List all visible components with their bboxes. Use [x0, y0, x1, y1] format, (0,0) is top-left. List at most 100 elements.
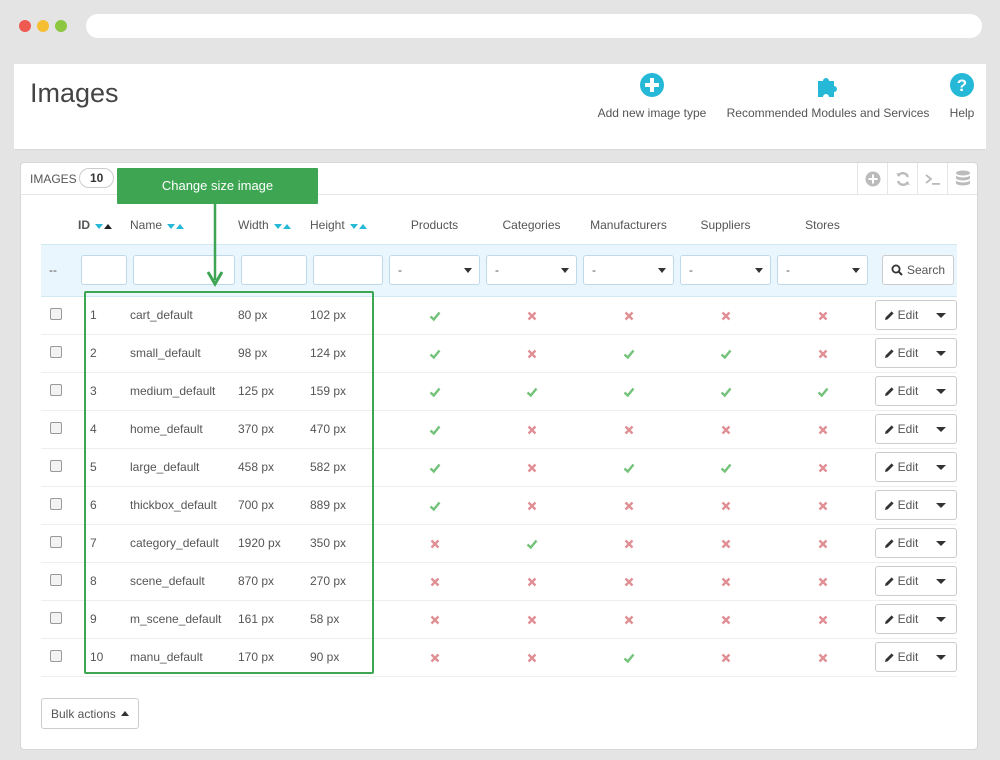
cell-suppliers[interactable] [677, 638, 774, 677]
edit-button[interactable]: Edit [876, 415, 926, 443]
table-row[interactable]: 7 category_default 1920 px 350 px Edit [41, 524, 957, 563]
sort-asc-icon[interactable] [358, 223, 367, 229]
stores-filter-select[interactable]: - [777, 255, 868, 285]
table-row[interactable]: 3 medium_default 125 px 159 px Edit [41, 372, 957, 411]
cell-stores[interactable] [774, 296, 871, 335]
edit-button[interactable]: Edit [876, 529, 926, 557]
row-actions-dropdown[interactable] [926, 643, 956, 671]
suppliers-filter-select[interactable]: - [680, 255, 771, 285]
sort-asc-icon[interactable] [104, 223, 112, 229]
cell-products[interactable] [386, 296, 483, 335]
cell-products[interactable] [386, 562, 483, 601]
table-row[interactable]: 5 large_default 458 px 582 px Edit [41, 448, 957, 487]
row-checkbox[interactable] [50, 383, 62, 396]
edit-button[interactable]: Edit [876, 491, 926, 519]
cell-products[interactable] [386, 372, 483, 411]
row-actions-dropdown[interactable] [926, 605, 956, 633]
cell-suppliers[interactable] [677, 562, 774, 601]
cell-manufacturers[interactable] [580, 410, 677, 449]
cell-stores[interactable] [774, 448, 871, 487]
row-checkbox[interactable] [50, 649, 62, 662]
cell-stores[interactable] [774, 524, 871, 563]
table-row[interactable]: 10 manu_default 170 px 90 px Edit [41, 638, 957, 677]
cell-stores[interactable] [774, 562, 871, 601]
table-row[interactable]: 1 cart_default 80 px 102 px Edit [41, 296, 957, 335]
cell-stores[interactable] [774, 334, 871, 373]
window-close-dot[interactable] [19, 20, 31, 32]
cell-products[interactable] [386, 524, 483, 563]
row-actions-dropdown[interactable] [926, 377, 956, 405]
row-actions-dropdown[interactable] [926, 529, 956, 557]
cell-manufacturers[interactable] [580, 638, 677, 677]
cell-manufacturers[interactable] [580, 372, 677, 411]
height-filter-input[interactable] [313, 255, 383, 285]
row-checkbox[interactable] [50, 611, 62, 624]
row-checkbox[interactable] [50, 535, 62, 548]
row-checkbox[interactable] [50, 497, 62, 510]
cell-categories[interactable] [483, 600, 580, 639]
cell-stores[interactable] [774, 372, 871, 411]
sort-desc-icon[interactable] [349, 223, 358, 229]
sort-desc-icon[interactable] [167, 223, 176, 229]
row-actions-dropdown[interactable] [926, 491, 956, 519]
cell-suppliers[interactable] [677, 296, 774, 335]
row-actions-dropdown[interactable] [926, 301, 956, 329]
edit-button[interactable]: Edit [876, 301, 926, 329]
cell-categories[interactable] [483, 448, 580, 487]
bulk-actions-button[interactable]: Bulk actions [41, 698, 139, 729]
window-zoom-dot[interactable] [55, 20, 67, 32]
cell-stores[interactable] [774, 486, 871, 525]
row-checkbox[interactable] [50, 421, 62, 434]
cell-categories[interactable] [483, 524, 580, 563]
refresh-tool[interactable] [887, 163, 917, 195]
row-actions-dropdown[interactable] [926, 339, 956, 367]
cell-suppliers[interactable] [677, 334, 774, 373]
cell-categories[interactable] [483, 296, 580, 335]
manufacturers-filter-select[interactable]: - [583, 255, 674, 285]
cell-suppliers[interactable] [677, 524, 774, 563]
sort-asc-icon[interactable] [282, 223, 291, 229]
cell-products[interactable] [386, 334, 483, 373]
cell-stores[interactable] [774, 638, 871, 677]
sql-query-tool[interactable] [917, 163, 947, 195]
cell-categories[interactable] [483, 372, 580, 411]
sort-asc-icon[interactable] [176, 223, 185, 229]
edit-button[interactable]: Edit [876, 643, 926, 671]
cell-products[interactable] [386, 448, 483, 487]
cell-suppliers[interactable] [677, 448, 774, 487]
table-row[interactable]: 6 thickbox_default 700 px 889 px Edit [41, 486, 957, 525]
cell-categories[interactable] [483, 638, 580, 677]
cell-manufacturers[interactable] [580, 562, 677, 601]
cell-manufacturers[interactable] [580, 296, 677, 335]
row-checkbox[interactable] [50, 345, 62, 358]
add-new-tool[interactable] [857, 163, 887, 195]
table-row[interactable]: 9 m_scene_default 161 px 58 px Edit [41, 600, 957, 639]
sort-desc-icon[interactable] [273, 223, 282, 229]
cell-categories[interactable] [483, 410, 580, 449]
name-filter-input[interactable] [133, 255, 235, 285]
cell-stores[interactable] [774, 600, 871, 639]
cell-manufacturers[interactable] [580, 600, 677, 639]
table-row[interactable]: 4 home_default 370 px 470 px Edit [41, 410, 957, 449]
help-button[interactable]: ? Help [946, 72, 978, 120]
cell-categories[interactable] [483, 562, 580, 601]
id-filter-input[interactable] [81, 255, 127, 285]
cell-manufacturers[interactable] [580, 486, 677, 525]
cell-manufacturers[interactable] [580, 524, 677, 563]
row-checkbox[interactable] [50, 307, 62, 320]
cell-suppliers[interactable] [677, 486, 774, 525]
add-new-image-type-button[interactable]: Add new image type [594, 72, 710, 120]
table-row[interactable]: 8 scene_default 870 px 270 px Edit [41, 562, 957, 601]
categories-filter-select[interactable]: - [486, 255, 577, 285]
url-bar[interactable] [86, 14, 982, 38]
cell-suppliers[interactable] [677, 410, 774, 449]
window-minimize-dot[interactable] [37, 20, 49, 32]
edit-button[interactable]: Edit [876, 339, 926, 367]
edit-button[interactable]: Edit [876, 567, 926, 595]
row-actions-dropdown[interactable] [926, 453, 956, 481]
cell-suppliers[interactable] [677, 372, 774, 411]
recommended-modules-button[interactable]: Recommended Modules and Services [722, 72, 934, 120]
cell-manufacturers[interactable] [580, 448, 677, 487]
cell-products[interactable] [386, 410, 483, 449]
cell-categories[interactable] [483, 486, 580, 525]
